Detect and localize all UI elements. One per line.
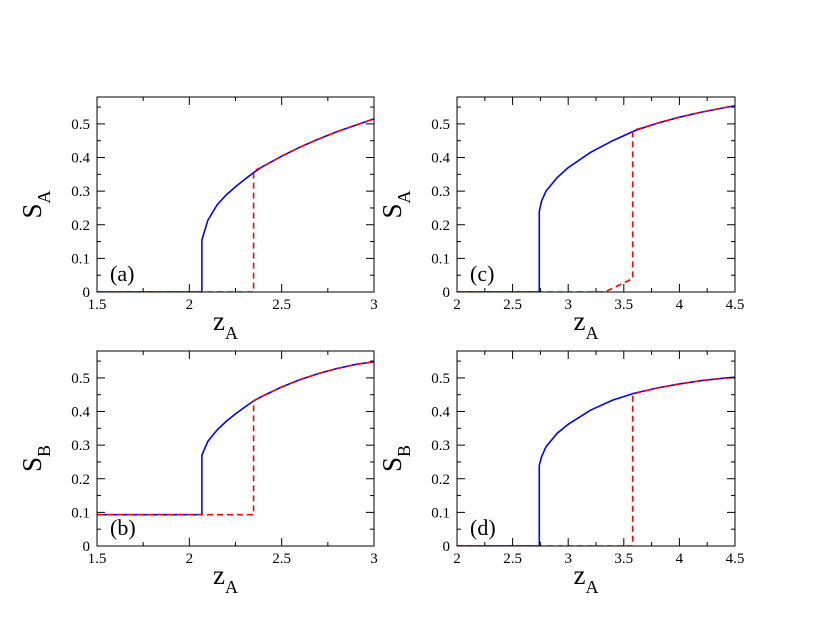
x-tick-label: 3 (564, 551, 572, 567)
panel-label: (c) (470, 261, 494, 286)
panel-3: 2 2.5 3 3.5 4 4.5 0 0.1 0.2 0.3 0.4 0.5 (d) zA SB (377, 350, 745, 597)
x-tick-label: 4.5 (726, 551, 745, 567)
panel-0: 1.5 2 2.5 3 0 0.1 0.2 0.3 0.4 0.5 (a) zA SA (17, 96, 378, 343)
y-tick-label: 0 (443, 285, 451, 301)
panel-label: (d) (470, 515, 496, 540)
x-tick-label: 4 (676, 297, 684, 313)
x-tick-label: 3.5 (614, 297, 633, 313)
series-line-solid (457, 376, 735, 546)
y-tick-label: 0.5 (431, 371, 450, 387)
series-line-solid (457, 104, 735, 292)
plot-frame (456, 96, 736, 293)
y-tick-label: 0.5 (71, 371, 90, 387)
y-tick-label: 0.4 (71, 405, 90, 421)
plot-frame (96, 96, 375, 293)
x-tick-label: 2.5 (272, 297, 291, 313)
panel-label: (a) (110, 261, 134, 286)
y-axis-label: SB (377, 445, 414, 472)
y-tick-label: 0.3 (431, 184, 450, 200)
x-tick-label: 2 (186, 297, 194, 313)
series-line-dashed (97, 360, 374, 516)
y-tick-label: 0.1 (431, 505, 450, 521)
x-tick-label: 3 (564, 297, 572, 313)
y-tick-label: 0.1 (71, 505, 90, 521)
x-axis-label: zA (213, 560, 238, 597)
y-tick-label: 0.5 (431, 117, 450, 133)
y-tick-label: 0.2 (71, 472, 90, 488)
panel-label: (b) (110, 515, 136, 540)
y-tick-label: 0 (443, 539, 451, 555)
x-tick-label: 1.5 (88, 297, 107, 313)
x-tick-label: 2.5 (272, 551, 291, 567)
y-tick-label: 0.1 (431, 251, 450, 267)
x-tick-label: 3 (370, 551, 378, 567)
y-tick-label: 0 (83, 539, 91, 555)
panel-2: 1.5 2 2.5 3 0 0.1 0.2 0.3 0.4 0.5 (b) zA SB (17, 350, 378, 597)
x-tick-label: 1.5 (88, 551, 107, 567)
series-line-solid (97, 118, 374, 292)
y-tick-label: 0.4 (71, 151, 90, 167)
series-line-dashed (457, 104, 735, 292)
y-tick-label: 0.4 (431, 151, 450, 167)
y-tick-label: 0.3 (431, 438, 450, 454)
y-axis-label: SA (377, 190, 414, 218)
y-tick-label: 0.2 (71, 218, 90, 234)
y-tick-label: 0.3 (71, 184, 90, 200)
x-tick-label: 4 (676, 551, 684, 567)
x-tick-label: 4.5 (726, 297, 745, 313)
panel-1: 2 2.5 3 3.5 4 4.5 0 0.1 0.2 0.3 0.4 0.5 (c) zA SA (377, 96, 745, 343)
y-tick-label: 0.1 (71, 251, 90, 267)
x-tick-label: 2 (453, 551, 461, 567)
x-axis-label: zA (574, 560, 599, 597)
x-tick-label: 2 (186, 551, 194, 567)
y-tick-label: 0.3 (71, 438, 90, 454)
series-line-dashed (97, 118, 374, 292)
x-tick-label: 2.5 (503, 551, 522, 567)
x-tick-label: 3 (370, 297, 378, 313)
y-tick-label: 0.2 (431, 472, 450, 488)
plot-frame (96, 350, 375, 547)
y-tick-label: 0.2 (431, 218, 450, 234)
x-tick-label: 3.5 (614, 551, 633, 567)
x-axis-label: zA (574, 306, 599, 343)
x-tick-label: 2.5 (503, 297, 522, 313)
y-axis-label: SA (17, 190, 54, 218)
plot-frame (456, 350, 736, 547)
x-axis-label: zA (213, 306, 238, 343)
y-axis-label: SB (17, 445, 54, 472)
series-line-solid (97, 360, 374, 516)
y-tick-label: 0 (83, 285, 91, 301)
y-tick-label: 0.5 (71, 117, 90, 133)
x-tick-label: 2 (453, 297, 461, 313)
series-line-dashed (457, 376, 735, 546)
y-tick-label: 0.4 (431, 405, 450, 421)
